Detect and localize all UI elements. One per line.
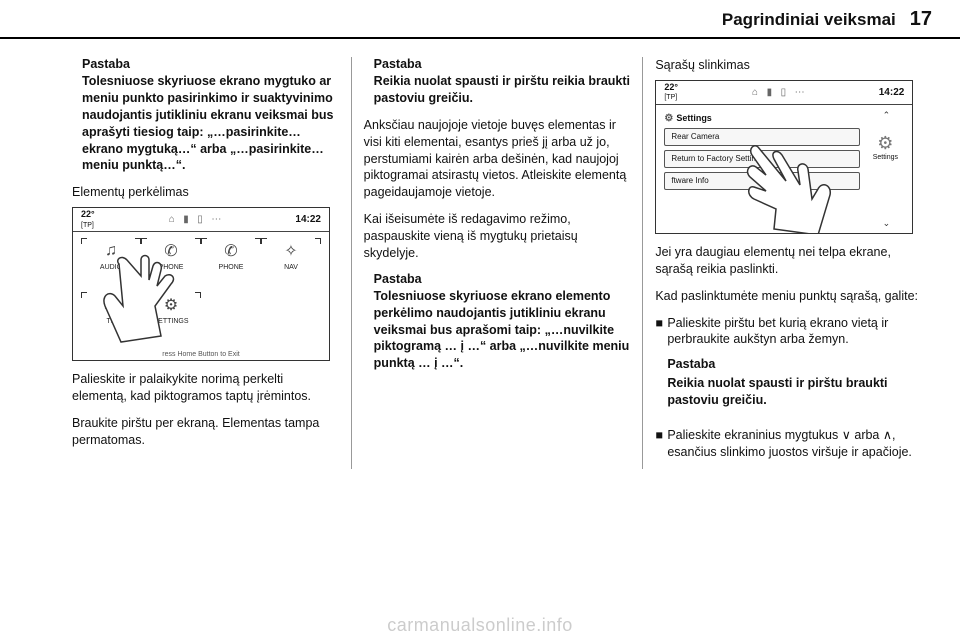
settings-title: ⚙Settings — [664, 113, 860, 124]
tp-indicator: [TP] — [81, 222, 94, 229]
temp-readout: 22° — [81, 209, 95, 219]
side-settings-button: ⚙ Settings — [864, 133, 906, 161]
screen-topbar: 22° [TP] ⌂ ▮ ▯ ⋯ 14:22 — [656, 81, 912, 105]
tp-indicator: [TP] — [664, 94, 677, 101]
note-title: Pastaba — [82, 57, 339, 71]
app-phone: ✆PHONE — [143, 240, 199, 294]
clock: 14:22 — [879, 87, 905, 98]
scroll-up-icon: ⌃ — [880, 111, 892, 121]
column-3: Sąrašų slinkimas 22° [TP] ⌂ ▮ ▯ ⋯ — [642, 57, 934, 469]
settings-row: Rear Camera — [664, 128, 860, 146]
compass-icon: ✧ — [277, 240, 305, 262]
clock: 14:22 — [295, 214, 321, 225]
app-nav: ✧NAV — [263, 240, 319, 294]
note-body: Reikia nuolat spausti ir pirštu reikia b… — [374, 73, 631, 107]
note-title: Pastaba — [667, 356, 922, 373]
chevron-down-icon: ∨ — [842, 428, 851, 442]
bullet-item: ■ Palieskite ekraninius mygtukus ∨ arba … — [655, 427, 922, 461]
column-2: Pastaba Reikia nuolat spausti ir pirštu … — [351, 57, 643, 469]
subheading-list-scroll: Sąrašų slinkimas — [655, 57, 922, 74]
figure-settings-screen: 22° [TP] ⌂ ▮ ▯ ⋯ 14:22 ⌃ — [655, 80, 913, 234]
status-icon: ⋯ — [211, 214, 221, 225]
page-header: Pagrindiniai veiksmai 17 — [0, 0, 960, 39]
signal-icon: ▯ — [781, 87, 787, 98]
paragraph: Kai išeisumėte iš redagavimo režimo, pas… — [364, 211, 631, 262]
status-icon: ⋯ — [795, 87, 805, 98]
paragraph: Jei yra daugiau elementų nei telpa ekran… — [655, 244, 922, 278]
signal-icon: ▯ — [197, 214, 203, 225]
home-icon: ⌂ — [169, 214, 175, 225]
settings-row: ftware Info — [664, 172, 860, 190]
home-icon: ⌂ — [752, 87, 758, 98]
phone-icon: ✆ — [217, 240, 245, 262]
app-audio: ♫AUDIO — [83, 240, 139, 294]
note-title: Pastaba — [374, 57, 631, 71]
bullet-item: ■ Palieskite pirštu bet kurią ekrano vie… — [655, 315, 922, 419]
app-te: ▭TE — [83, 294, 139, 348]
note-body: Reikia nuolat spausti ir pirštu braukti … — [667, 375, 922, 409]
phone-icon: ✆ — [157, 240, 185, 262]
battery-icon: ▮ — [767, 87, 773, 98]
bullet-icon: ■ — [655, 315, 667, 419]
paragraph: Palieskite ir palaikykite norimą perkelt… — [72, 371, 339, 405]
note-title: Pastaba — [374, 272, 631, 286]
topbar-icons: ⌂ ▮ ▯ ⋯ — [749, 87, 808, 98]
gear-icon: ⚙ — [864, 133, 906, 154]
note-body: Tolesniuose skyriuose ekrano mygtuko ar … — [82, 73, 339, 174]
header-title: Pagrindiniai veiksmai — [722, 10, 896, 30]
music-icon: ♫ — [97, 240, 125, 262]
text-icon: ▭ — [97, 294, 125, 316]
watermark: carmanualsonline.info — [0, 615, 960, 636]
topbar-icons: ⌂ ▮ ▯ ⋯ — [166, 214, 225, 225]
scroll-down-icon: ⌄ — [880, 219, 892, 229]
home-hint: ress Home Button to Exit — [73, 351, 329, 358]
app-phone-2: ✆PHONE — [203, 240, 259, 294]
chevron-up-icon: ∧ — [883, 428, 892, 442]
gear-icon: ⚙ — [157, 294, 185, 316]
app-settings: ⚙SETTINGS — [143, 294, 199, 348]
screen-topbar: 22° [TP] ⌂ ▮ ▯ ⋯ 14:22 — [73, 208, 329, 232]
column-1: Pastaba Tolesniuose skyriuose ekrano myg… — [60, 57, 351, 469]
temp-readout: 22° — [664, 82, 678, 92]
bullet-icon: ■ — [655, 427, 667, 461]
paragraph: Kad paslinktumėte meniu punktų sąrašą, g… — [655, 288, 922, 305]
settings-row: Return to Factory Settings — [664, 150, 860, 168]
header-page-number: 17 — [910, 8, 932, 31]
paragraph: Braukite pirštu per ekraną. Elementas ta… — [72, 415, 339, 449]
figure-home-screen: 22° [TP] ⌂ ▮ ▯ ⋯ 14:22 ♫AUDIO — [72, 207, 330, 361]
battery-icon: ▮ — [183, 214, 189, 225]
gear-icon: ⚙ — [664, 113, 673, 124]
paragraph: Anksčiau naujojoje vietoje buvęs element… — [364, 117, 631, 201]
subheading-elements-move: Elementų perkėlimas — [72, 184, 339, 201]
note-body: Tolesniuose skyriuose ekrano elemento pe… — [374, 288, 631, 372]
